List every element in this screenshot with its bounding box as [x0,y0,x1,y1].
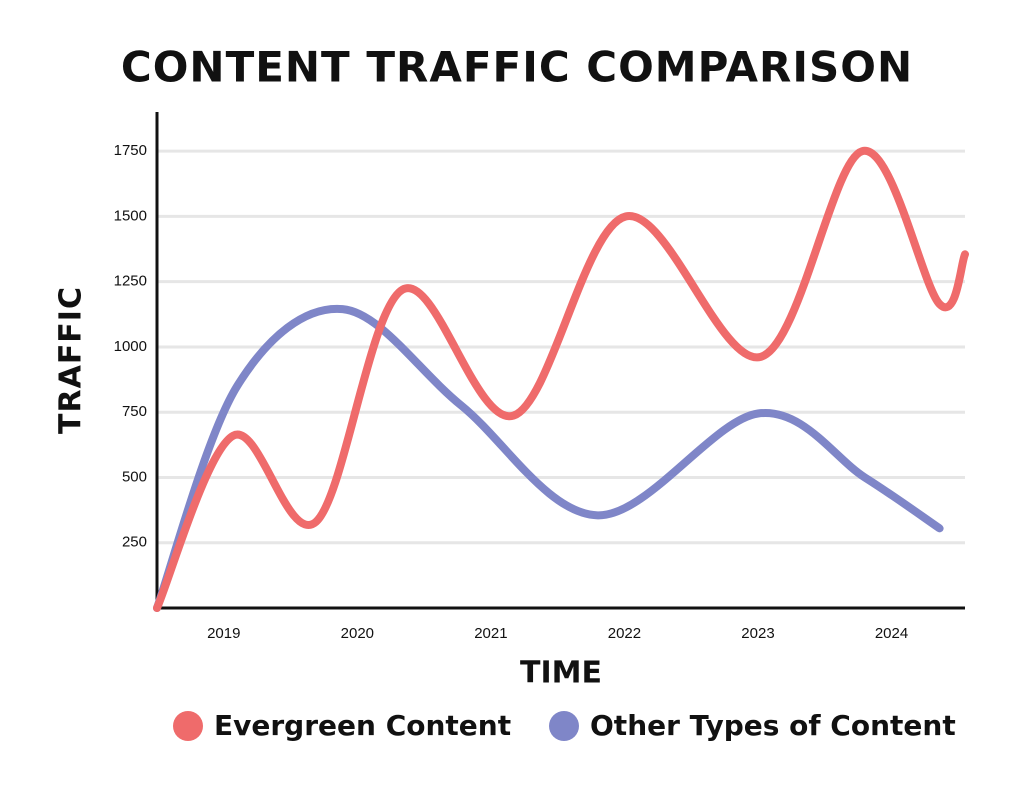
legend-label: Other Types of Content [590,709,956,742]
x-tick-label: 2024 [875,625,908,642]
legend-label: Evergreen Content [214,709,511,742]
series-line [153,147,969,612]
y-tick-label: 1250 [114,273,147,290]
legend-marker [173,711,203,741]
x-tick-label: 2021 [474,625,507,642]
legend-marker [549,711,579,741]
x-axis-label: TIME [520,656,602,691]
y-tick-label: 500 [122,468,147,485]
y-axis-label: TRAFFIC [54,286,89,434]
y-tick-label: 1750 [114,142,147,159]
x-tick-label: 2019 [207,625,240,642]
x-tick-label: 2022 [608,625,641,642]
y-tick-label: 1500 [114,207,147,224]
x-tick-label: 2020 [341,625,374,642]
series-line [153,304,944,612]
x-tick-label: 2023 [741,625,774,642]
chart-title: CONTENT TRAFFIC COMPARISON [121,43,913,92]
y-tick-label: 1000 [114,338,147,355]
y-tick-label: 750 [122,403,147,420]
y-tick-label: 250 [122,534,147,551]
